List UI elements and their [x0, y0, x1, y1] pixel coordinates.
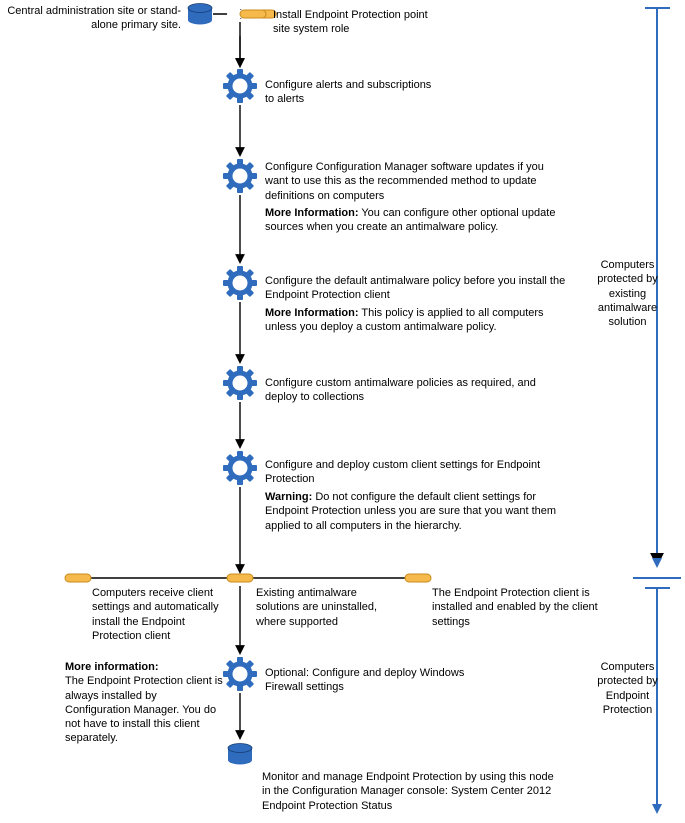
step-3-more: More Information: You can configure othe…	[265, 206, 570, 235]
gear-icon	[223, 69, 257, 103]
branch-bar-icon	[65, 574, 91, 582]
optional-step-text: Optional: Configure and deploy Windows F…	[265, 666, 485, 695]
branch-left-text: Computers receive client settings and au…	[92, 586, 230, 643]
warning-label: Warning:	[265, 491, 312, 503]
side-note-text: The Endpoint Protection client is always…	[65, 675, 223, 744]
flow-diagram: Central administration site or stand-alo…	[0, 0, 685, 823]
db-end-icon	[228, 744, 252, 765]
phase-label-top: Computers protected by existing antimalw…	[590, 258, 665, 329]
gear-icon	[223, 159, 257, 193]
step-4-more: More Information: This policy is applied…	[265, 306, 570, 335]
gear-icon	[223, 657, 257, 691]
side-note: More information: The Endpoint Protectio…	[65, 660, 225, 746]
branch-right-text: The Endpoint Protection client is instal…	[432, 586, 602, 629]
more-info-label: More Information:	[265, 307, 359, 319]
branch-bar-icon	[405, 574, 431, 582]
gear-icon	[223, 366, 257, 400]
step-2-text: Configure alerts and subscriptions to al…	[265, 78, 435, 107]
step-6-warn: Warning: Do not configure the default cl…	[265, 490, 575, 533]
step-6-text: Configure and deploy custom client setti…	[265, 458, 565, 487]
step-5-text: Configure custom antimalware policies as…	[265, 376, 565, 405]
db-start-icon	[188, 4, 212, 25]
more-info-label: More Information:	[265, 207, 359, 219]
step-3-text: Configure Configuration Manager software…	[265, 160, 570, 203]
gear-icon	[223, 266, 257, 300]
step-1-text: Install Endpoint Protection point site s…	[273, 8, 443, 37]
branch-center-text: Existing antimalware solutions are unins…	[256, 586, 394, 629]
step-4-text: Configure the default antimalware policy…	[265, 274, 570, 303]
phase-label-bottom: Computers protected by Endpoint Protecti…	[590, 660, 665, 717]
end-step-text: Monitor and manage Endpoint Protection b…	[262, 770, 562, 813]
gear-icon	[223, 451, 257, 485]
start-label: Central administration site or stand-alo…	[1, 4, 181, 33]
branch-bar-icon	[227, 574, 253, 582]
side-note-label: More information:	[65, 661, 159, 673]
